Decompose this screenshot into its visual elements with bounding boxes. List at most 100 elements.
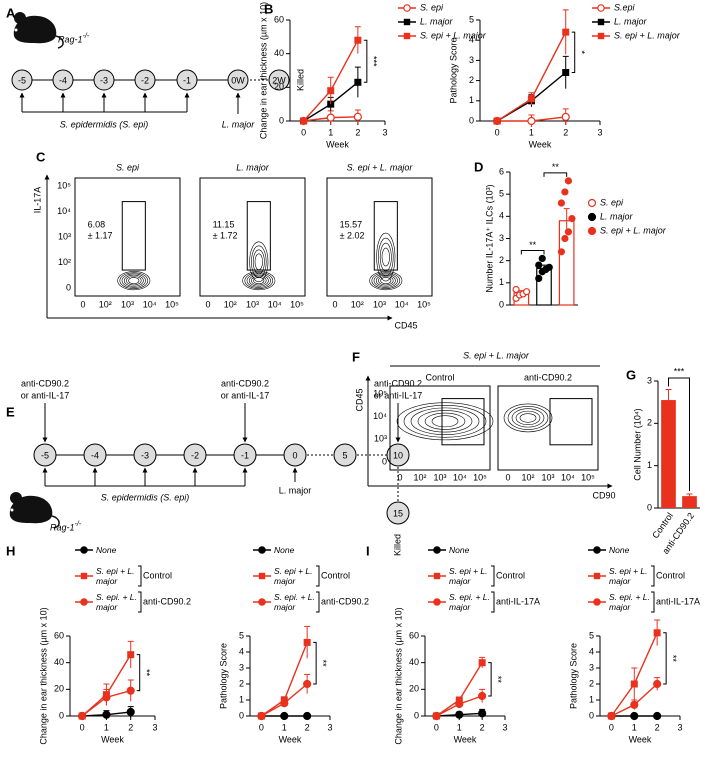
gate bbox=[441, 398, 485, 446]
x-tick-label: 10⁴ bbox=[143, 299, 157, 309]
legend-entry: None bbox=[96, 545, 116, 555]
marker bbox=[557, 248, 566, 256]
legend-bracket bbox=[316, 591, 320, 613]
legend-label: S. epi. + L. major bbox=[449, 592, 490, 612]
day-node bbox=[93, 69, 115, 91]
x-axis-label: Week bbox=[629, 734, 652, 744]
day-label: -5 bbox=[41, 450, 49, 460]
x-tick-label: 0 bbox=[505, 472, 510, 482]
x-tick-label: 0 bbox=[205, 299, 210, 309]
marker bbox=[630, 711, 639, 721]
contour bbox=[244, 272, 274, 289]
significance-bracket bbox=[543, 172, 568, 177]
legend-label: S. epi + L. major bbox=[600, 225, 667, 235]
marker bbox=[478, 659, 486, 667]
y-tick-label: 5 bbox=[589, 630, 594, 640]
marker bbox=[300, 117, 308, 125]
y-tick-label: 10³ bbox=[58, 231, 71, 241]
legend-entry: None bbox=[609, 545, 629, 555]
legend-label: S. epi bbox=[600, 197, 624, 207]
y-tick-label: 2 bbox=[469, 75, 474, 85]
legend-entry: S. epi. + L. major bbox=[449, 592, 490, 612]
x-tick-label: 3 bbox=[677, 722, 682, 732]
x-tick-label: 10² bbox=[413, 472, 426, 482]
marker bbox=[102, 693, 111, 702]
marker bbox=[568, 214, 576, 223]
plot-title: anti-CD90.2 bbox=[524, 372, 572, 382]
marker bbox=[562, 69, 570, 77]
marker bbox=[433, 598, 441, 606]
contour bbox=[251, 245, 267, 279]
marker bbox=[512, 285, 520, 294]
legend-bracket bbox=[491, 591, 495, 613]
marker bbox=[433, 572, 441, 580]
plot-frame bbox=[326, 177, 433, 297]
marker bbox=[257, 711, 266, 721]
day-node bbox=[83, 443, 107, 467]
y-axis-label: Cell Number (10⁴) bbox=[632, 408, 642, 480]
marker bbox=[607, 711, 616, 721]
legend-label: S. epi. + L. major bbox=[96, 592, 137, 612]
gate bbox=[549, 398, 593, 446]
day-label: 10 bbox=[393, 450, 403, 460]
treatment-label: S. epidermidis (S. epi) bbox=[101, 492, 190, 502]
contour bbox=[119, 272, 149, 289]
x-tick-label: 10³ bbox=[121, 299, 134, 309]
marker bbox=[587, 212, 597, 222]
x-tick-label: 3 bbox=[382, 127, 387, 137]
y-tick-label: 1 bbox=[647, 460, 652, 470]
y-tick-label: 2 bbox=[239, 678, 244, 688]
day-node bbox=[386, 501, 410, 525]
legend-label: S. epi bbox=[420, 2, 444, 12]
legend-label: None bbox=[274, 545, 295, 555]
marker bbox=[593, 598, 601, 606]
legend-entry: S. epi + L. major bbox=[609, 566, 648, 586]
day-label: 2W bbox=[272, 75, 286, 85]
panel-label: D bbox=[474, 159, 483, 174]
marker bbox=[303, 638, 311, 646]
y-tick-label: 0 bbox=[469, 115, 474, 125]
significance-label: ** bbox=[552, 162, 560, 172]
infection-label: L. major bbox=[279, 485, 312, 495]
marker bbox=[303, 711, 312, 721]
marker bbox=[354, 78, 362, 86]
plot-title: S. epi bbox=[116, 162, 140, 172]
plot-frame bbox=[497, 385, 599, 471]
gate-label: 15.57 bbox=[340, 220, 363, 230]
legend-tag: Control bbox=[321, 570, 350, 580]
marker bbox=[455, 710, 464, 719]
marker bbox=[326, 113, 335, 122]
contour bbox=[251, 275, 267, 286]
legend-label: S. epi. + L. major bbox=[274, 592, 315, 612]
significance-label: ** bbox=[141, 669, 151, 677]
x-tick-label: 0 bbox=[609, 722, 614, 732]
y-tick-label: 3 bbox=[647, 375, 652, 385]
y-axis-label: Pathology Score bbox=[448, 37, 458, 103]
y-tick-label: 5 bbox=[469, 14, 474, 24]
y-tick-label: 0 bbox=[382, 456, 387, 466]
plot-title: S. epi + L. major bbox=[347, 162, 414, 172]
day-node bbox=[176, 69, 198, 91]
y-axis-label: Change in ear thickness (µm x 10) bbox=[393, 607, 403, 744]
y-tick-label: 0 bbox=[59, 710, 64, 720]
significance-label: ** bbox=[493, 676, 503, 684]
x-tick-label: 2 bbox=[480, 722, 485, 732]
day-node bbox=[283, 443, 307, 467]
panel-label: E bbox=[6, 404, 15, 419]
legend-entry: None bbox=[274, 545, 295, 555]
x-tick-label: 0 bbox=[80, 722, 85, 732]
x-tick-label: 0 bbox=[80, 299, 85, 309]
marker bbox=[403, 32, 411, 40]
legend-entry: S. epi. + L. major bbox=[609, 592, 650, 612]
y-tick-label: 0 bbox=[414, 710, 419, 720]
marker bbox=[258, 598, 266, 606]
gate-label: ± 1.17 bbox=[88, 231, 113, 241]
end-label: Killed bbox=[392, 534, 402, 556]
contour bbox=[515, 410, 541, 426]
marker bbox=[78, 711, 87, 721]
legend-label: S. epi + L. major bbox=[274, 566, 313, 586]
y-tick-label: 4 bbox=[469, 35, 474, 45]
dose-label: or anti-IL-17 bbox=[21, 390, 70, 400]
x-tick-label: 0 bbox=[495, 127, 500, 137]
